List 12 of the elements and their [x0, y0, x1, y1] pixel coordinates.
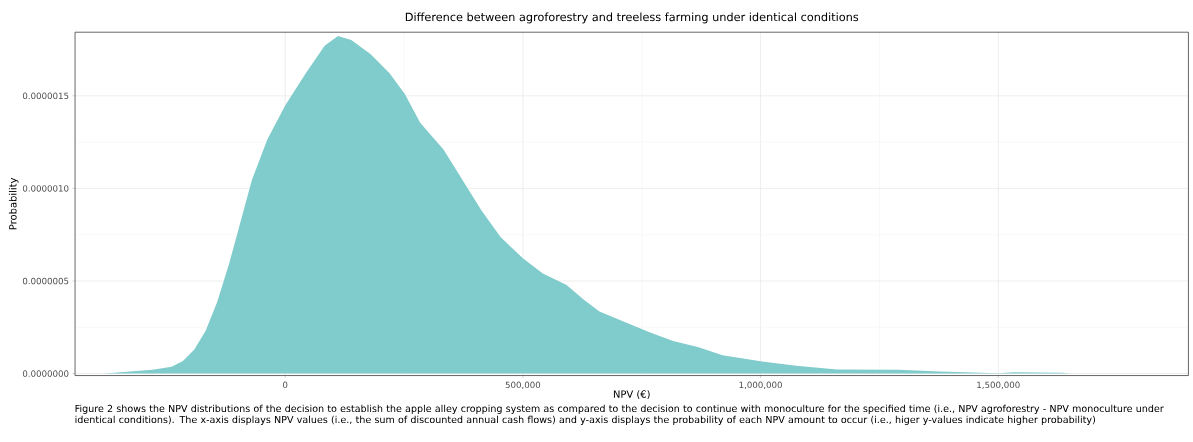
x-tick-label: 0: [282, 381, 288, 388]
y-tick-label: 0.0000010: [22, 185, 69, 192]
y-tick-label: 0.0000005: [22, 277, 69, 285]
x-tick-label: 1,500,000: [977, 381, 1020, 389]
y-tick-label: 0.0000000: [22, 370, 69, 377]
y-axis-title: Probability: [8, 177, 19, 230]
x-axis-title: NPV (€): [613, 389, 650, 399]
y-tick-label: 0.0000015: [22, 92, 69, 99]
caption: Figure 2 shows the NPV distributions of the decision to establish the apple alley cropping system as compared to the decision to continue with monoculture for the specified time (i.e., NPV agroforestry - NPV monoculture under identical conditions). The x-axis displays NPV values (i.e., the sum of discounted annual cash flows) and y-axis displays the probability of each NPV amount to occur (i.e., higer y-values indicate higher probability): [75, 404, 1164, 425]
x-tick-label: 1,000,000: [739, 381, 782, 389]
chart-title: Difference between agroforestry and treeless farming under identical conditions: [405, 12, 859, 24]
x-tick-label: 500,000: [505, 381, 541, 389]
